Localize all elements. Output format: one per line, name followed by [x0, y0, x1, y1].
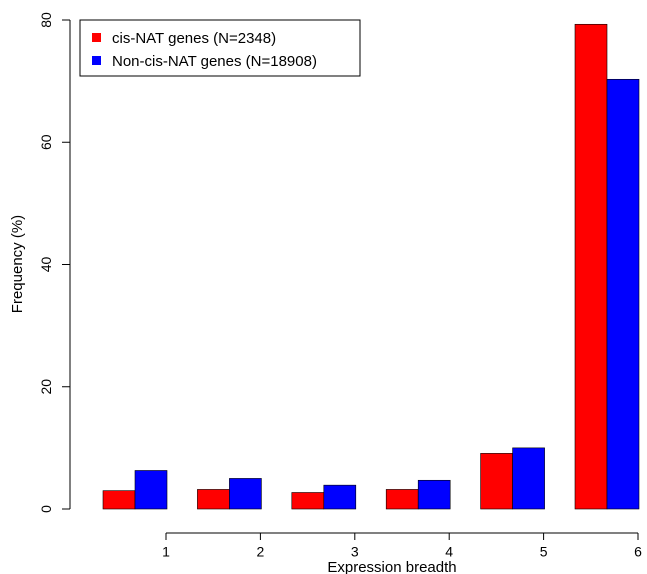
bar-cis-nat-6	[575, 24, 607, 509]
legend-label-non-cis-nat: Non-cis-NAT genes (N=18908)	[112, 53, 317, 70]
bars-group	[103, 24, 639, 509]
bar-cis-nat-1	[103, 491, 135, 509]
x-tick-label: 4	[445, 543, 453, 559]
y-tick-label: 40	[38, 257, 54, 273]
legend-swatch-cis-nat	[92, 33, 101, 42]
y-tick-label: 20	[38, 379, 54, 395]
bar-cis-nat-4	[386, 489, 418, 509]
bar-cis-nat-5	[481, 453, 513, 509]
y-axis-ticks: 0 20 40 60 80	[38, 12, 70, 513]
bar-non-cis-nat-3	[324, 485, 356, 509]
plot-area: 0 20 40 60 80 1 2 3 4 5 6	[38, 12, 642, 559]
y-tick-label: 0	[38, 505, 54, 513]
bar-cis-nat-2	[197, 489, 229, 509]
x-tick-label: 5	[540, 543, 548, 559]
x-tick-label: 6	[634, 543, 642, 559]
x-tick-label: 1	[162, 543, 170, 559]
y-tick-label: 80	[38, 12, 54, 28]
x-tick-label: 3	[351, 543, 359, 559]
bar-non-cis-nat-6	[607, 79, 639, 509]
legend-label-cis-nat: cis-NAT genes (N=2348)	[112, 30, 276, 47]
y-axis-title: Frequency (%)	[9, 215, 26, 313]
legend-swatch-non-cis-nat	[92, 56, 101, 65]
bar-non-cis-nat-2	[229, 478, 261, 509]
bar-non-cis-nat-1	[135, 470, 167, 509]
x-axis-title: Expression breadth	[327, 559, 456, 574]
x-tick-label: 2	[257, 543, 265, 559]
legend: cis-NAT genes (N=2348) Non-cis-NAT genes…	[80, 20, 360, 76]
y-tick-label: 60	[38, 134, 54, 150]
bar-non-cis-nat-4	[418, 480, 450, 509]
x-axis-ticks: 1 2 3 4 5 6	[162, 533, 642, 559]
bar-cis-nat-3	[292, 492, 324, 509]
bar-non-cis-nat-5	[513, 448, 545, 509]
